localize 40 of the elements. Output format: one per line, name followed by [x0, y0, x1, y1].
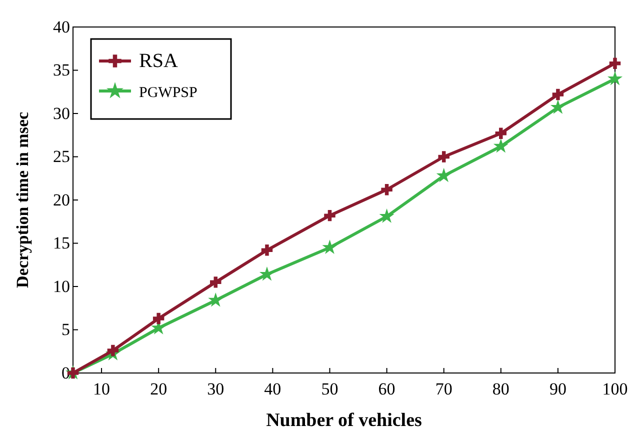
y-tick-label: 5: [62, 320, 70, 340]
point: [261, 244, 273, 256]
point: [381, 184, 392, 196]
point: [438, 151, 450, 162]
point: [259, 266, 274, 281]
y-tick-label: 40: [53, 17, 70, 36]
point: [552, 88, 564, 100]
point: [107, 344, 119, 356]
x-tick-label: 20: [150, 380, 168, 399]
y-tick-label: 30: [53, 104, 70, 123]
y-tick-label: 15: [53, 234, 70, 253]
x-tick-label: 40: [264, 380, 282, 399]
x-tick-label: 70: [435, 380, 452, 399]
point: [609, 58, 621, 69]
x-tick-label: 100: [602, 380, 628, 399]
x-tick-label: 80: [492, 380, 510, 399]
point: [208, 292, 224, 307]
x-tick-label: 60: [378, 380, 396, 399]
legend-label: RSA: [139, 50, 178, 72]
y-axis-title: Decryption time in msec: [13, 112, 32, 288]
point: [210, 276, 222, 288]
legend-label: PGWPSP: [139, 85, 198, 101]
y-tick-label: 20: [53, 190, 70, 210]
x-tick-label: 90: [549, 380, 566, 399]
x-tick-label: 50: [321, 380, 338, 399]
x-tick-label: 10: [93, 380, 110, 399]
y-tick-label: 25: [53, 147, 70, 166]
x-tick-label: 30: [207, 380, 224, 399]
y-tick-label: 10: [53, 276, 70, 296]
point: [607, 71, 623, 86]
point: [152, 312, 164, 324]
point: [324, 210, 336, 222]
x-axis-title: Number of vehicles: [266, 410, 422, 431]
point: [436, 168, 452, 182]
point: [550, 100, 566, 114]
point: [379, 208, 394, 223]
point: [493, 138, 508, 153]
point: [322, 240, 338, 254]
point: [495, 128, 507, 140]
y-tick-label: 35: [53, 60, 70, 80]
